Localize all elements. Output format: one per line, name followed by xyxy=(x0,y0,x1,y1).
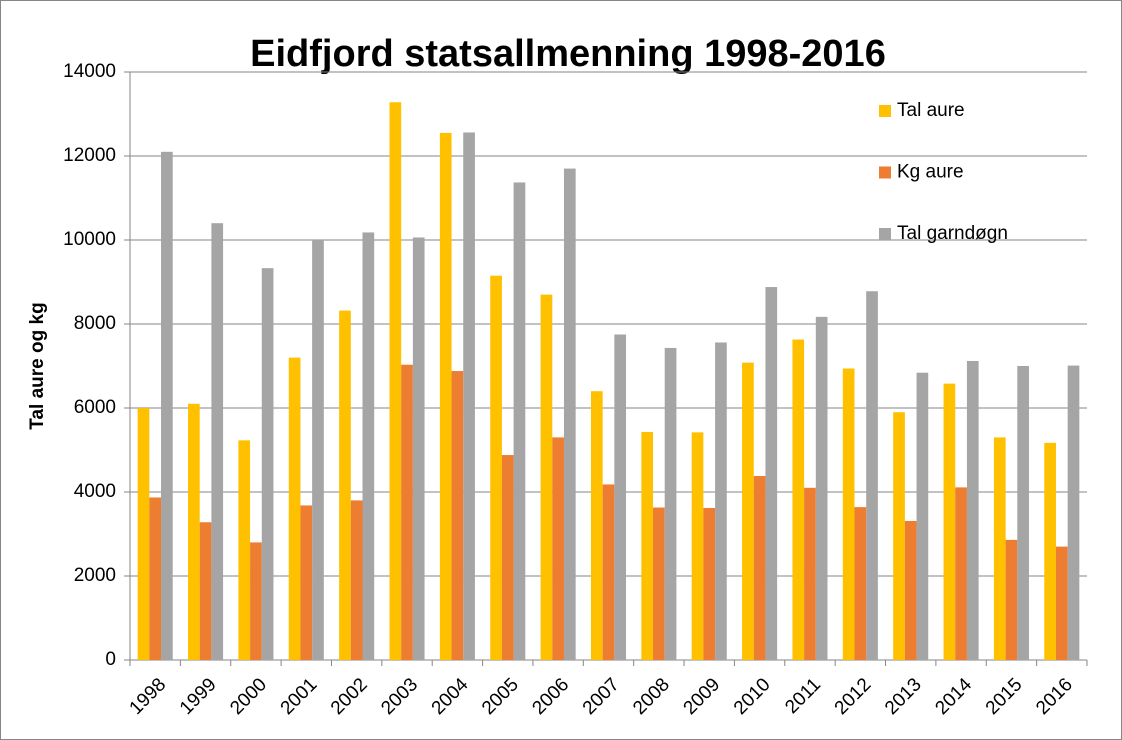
bar xyxy=(715,342,727,660)
bar xyxy=(664,347,677,660)
bar xyxy=(312,240,324,660)
y-tick-label: 4000 xyxy=(74,481,116,502)
bar xyxy=(804,487,816,660)
bar xyxy=(955,487,967,660)
bar xyxy=(641,431,654,660)
bar xyxy=(300,505,313,660)
bar xyxy=(451,371,464,660)
bar xyxy=(602,484,615,660)
bar xyxy=(439,132,452,660)
y-tick-label: 10000 xyxy=(63,229,116,250)
legend-swatch xyxy=(879,105,891,117)
bar xyxy=(463,132,475,661)
bar xyxy=(590,391,603,660)
y-tick-label: 6000 xyxy=(74,397,116,418)
chart-title: Eidfjord statsallmenning 1998-2016 xyxy=(250,33,886,75)
bar xyxy=(412,237,425,661)
y-tick-label: 2000 xyxy=(74,565,116,586)
bar xyxy=(815,316,828,660)
bar xyxy=(211,223,224,660)
bar xyxy=(339,310,351,660)
bar xyxy=(540,294,553,660)
bar xyxy=(250,542,262,660)
legend-label: Kg aure xyxy=(897,162,964,183)
bar xyxy=(943,383,956,660)
bar xyxy=(137,408,150,660)
y-tick-label: 14000 xyxy=(63,61,116,82)
bar xyxy=(792,339,805,660)
y-tick-label: 8000 xyxy=(74,313,116,334)
bar xyxy=(552,437,564,660)
bar xyxy=(188,403,200,660)
bar xyxy=(703,507,716,660)
bar xyxy=(916,372,929,660)
bar xyxy=(350,500,363,660)
bar xyxy=(261,268,274,660)
bar xyxy=(1017,366,1029,660)
legend-label: Tal aure xyxy=(897,100,965,121)
y-axis-label: Tal aure og kg xyxy=(27,302,48,429)
bar xyxy=(161,151,173,661)
bar xyxy=(653,507,665,660)
bar xyxy=(389,102,402,661)
bar xyxy=(490,275,502,660)
bar xyxy=(866,291,878,660)
y-tick-label: 12000 xyxy=(63,145,116,166)
bar xyxy=(288,357,301,660)
bar xyxy=(893,412,905,660)
bar xyxy=(563,168,576,660)
bar xyxy=(401,364,413,660)
bar xyxy=(742,362,754,660)
bar xyxy=(765,287,778,660)
bar xyxy=(1005,539,1018,660)
bar xyxy=(501,455,514,660)
bar xyxy=(993,437,1006,660)
bar xyxy=(1067,365,1080,660)
bar xyxy=(1044,442,1056,660)
bar xyxy=(362,232,375,660)
bar xyxy=(149,497,162,660)
bar xyxy=(513,182,526,660)
bar xyxy=(842,368,855,660)
y-tick-label: 0 xyxy=(105,649,116,670)
bar xyxy=(854,507,867,660)
legend-swatch xyxy=(879,228,891,240)
legend-label: Tal garndøgn xyxy=(897,223,1008,244)
bar xyxy=(691,432,704,660)
bar xyxy=(1055,546,1068,660)
bar xyxy=(199,522,212,660)
bar xyxy=(614,334,627,660)
bar xyxy=(238,440,251,660)
bar xyxy=(904,520,917,660)
bar xyxy=(753,476,766,660)
legend-swatch xyxy=(879,166,891,179)
bar xyxy=(966,360,979,660)
